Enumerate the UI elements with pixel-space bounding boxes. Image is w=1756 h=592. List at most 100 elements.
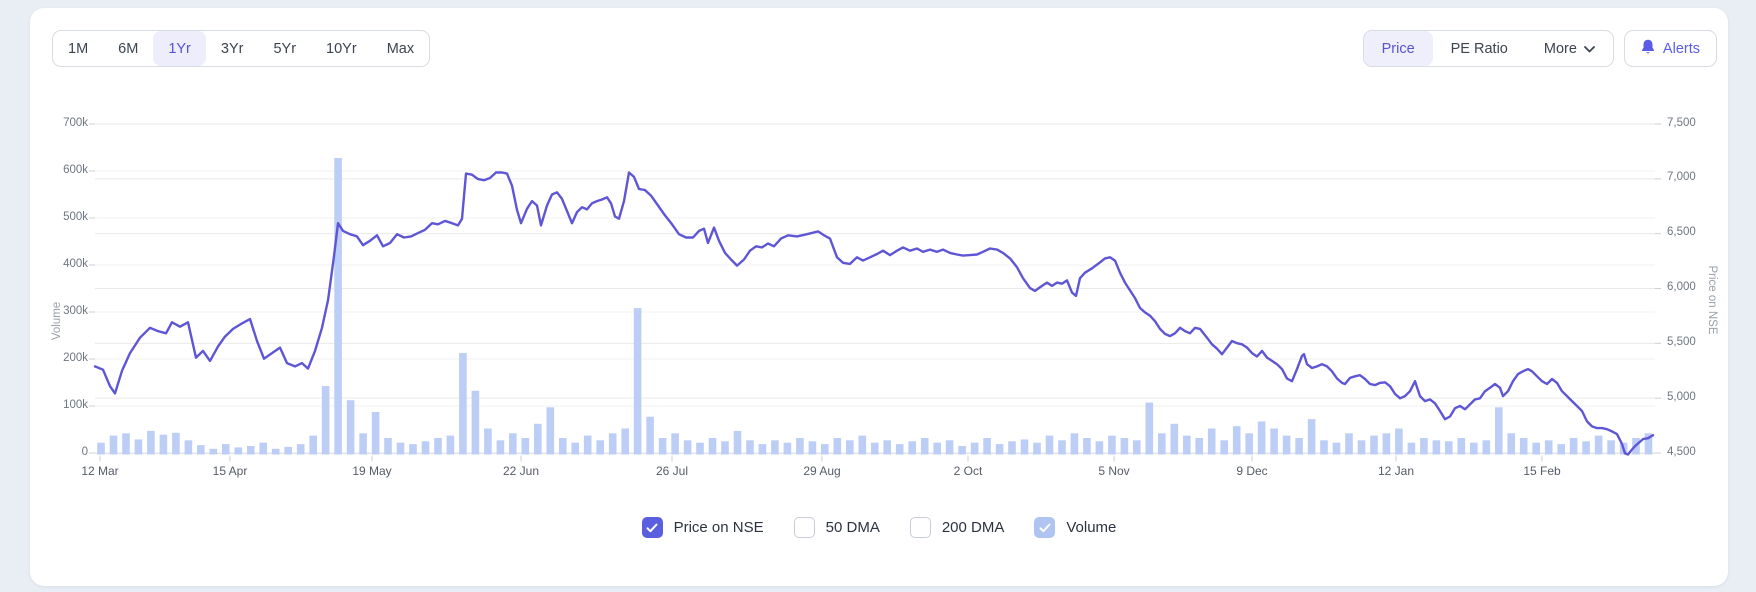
volume-bar — [696, 442, 704, 455]
volume-bar — [821, 444, 829, 455]
volume-bar — [1382, 433, 1391, 455]
x-axis-tick-label: 15 Apr — [212, 464, 248, 478]
volume-bar — [846, 440, 854, 455]
range-button-10yr[interactable]: 10Yr — [311, 31, 372, 66]
x-axis-tick-label: 26 Jul — [655, 464, 689, 478]
volume-bar — [134, 439, 143, 455]
volume-bar — [658, 438, 667, 455]
volume-bar — [1345, 433, 1353, 455]
volume-bar — [1432, 440, 1441, 455]
price-axis-title: Price on NSE — [1706, 265, 1718, 335]
volume-bar — [321, 386, 330, 455]
chart-controls: Price PE Ratio More Alerts — [1362, 30, 1717, 67]
volume-bar — [1357, 440, 1366, 455]
volume-bar — [384, 438, 392, 455]
volume-bar — [683, 440, 692, 455]
volume-bar — [446, 435, 455, 455]
alerts-label: Alerts — [1662, 40, 1700, 57]
legend-item-200-dma[interactable]: 200 DMA — [909, 517, 1004, 538]
legend-label: 50 DMA — [825, 519, 880, 536]
legend-item-volume[interactable]: Volume — [1034, 517, 1116, 538]
volume-bar — [1307, 419, 1316, 455]
volume-bar — [858, 435, 867, 455]
volume-bar — [1207, 428, 1216, 455]
tab-pe-ratio[interactable]: PE Ratio — [1433, 31, 1526, 66]
volume-bar — [571, 442, 579, 455]
volume-bar — [559, 438, 567, 455]
volume-bar — [1332, 442, 1341, 455]
legend-item-50-dma[interactable]: 50 DMA — [793, 517, 880, 538]
more-label: More — [1543, 40, 1577, 57]
volume-bar — [172, 432, 180, 455]
range-button-1m[interactable]: 1M — [53, 31, 103, 66]
volume-bar — [883, 440, 891, 455]
x-axis-tick-label: 19 May — [352, 464, 392, 478]
volume-bar — [1457, 438, 1466, 455]
volume-bar — [633, 308, 642, 455]
volume-bar — [222, 444, 230, 455]
range-button-5yr[interactable]: 5Yr — [258, 31, 311, 66]
range-button-max[interactable]: Max — [372, 31, 429, 66]
range-button-1yr[interactable]: 1Yr — [153, 31, 206, 66]
volume-bar — [346, 400, 355, 455]
volume-bar — [1370, 435, 1378, 455]
x-axis-tick-label: 15 Feb — [1523, 464, 1561, 478]
price-axis-tick-label: 5,500 — [1667, 335, 1696, 348]
volume-bar — [796, 438, 804, 455]
range-button-3yr[interactable]: 3Yr — [206, 31, 259, 66]
legend-label: Volume — [1066, 519, 1117, 536]
volume-bar — [184, 440, 193, 455]
more-dropdown[interactable]: More — [1526, 31, 1613, 66]
volume-bar — [1183, 435, 1191, 455]
volume-bar — [1058, 440, 1066, 455]
volume-bar — [284, 446, 292, 455]
volume-bar — [1095, 441, 1104, 455]
volume-bar — [1519, 438, 1528, 455]
volume-bar — [1133, 440, 1141, 455]
tab-price-label: Price — [1381, 40, 1415, 57]
range-button-6m[interactable]: 6M — [103, 31, 153, 66]
chevron-down-icon — [1584, 41, 1595, 57]
chart-card: 1M 6M 1Yr 3Yr 5Yr 10Yr Max Price PE Ratio More… — [30, 8, 1728, 586]
volume-bar — [871, 442, 879, 455]
volume-bar — [1569, 438, 1578, 455]
volume-axis-title: Volume — [51, 301, 63, 341]
volume-bar — [234, 447, 243, 455]
volume-bar — [1120, 438, 1129, 455]
x-axis-tick-label: 2 Oct — [953, 464, 983, 478]
volume-bar — [534, 423, 542, 455]
tab-price[interactable]: Price — [1363, 31, 1433, 66]
x-axis-tick-label: 29 Aug — [803, 464, 841, 478]
volume-bar — [1594, 435, 1603, 455]
alerts-button[interactable]: Alerts — [1623, 30, 1717, 67]
volume-bar — [808, 441, 817, 455]
volume-bar — [958, 446, 966, 455]
volume-bar — [1282, 435, 1291, 455]
legend-item-price-on-nse[interactable]: Price on NSE — [641, 517, 764, 538]
volume-bar — [1070, 433, 1079, 455]
view-selector: Price PE Ratio More — [1362, 30, 1614, 67]
checked-checkbox[interactable] — [1034, 517, 1056, 538]
volume-bar — [771, 440, 779, 455]
volume-bar — [421, 441, 430, 455]
tab-pe-ratio-label: PE Ratio — [1450, 40, 1508, 57]
volume-bar — [1420, 438, 1428, 455]
x-axis-tick-label: 22 Jun — [502, 464, 540, 478]
volume-bar — [259, 442, 267, 455]
unchecked-checkbox[interactable] — [909, 517, 931, 538]
volume-bar — [1482, 440, 1491, 455]
volume-bar — [1020, 439, 1029, 455]
volume-axis-tick-label: 400k — [63, 257, 88, 270]
volume-axis-tick-label: 300k — [63, 304, 88, 317]
volume-bar — [197, 445, 205, 455]
volume-bar — [1145, 402, 1154, 455]
x-axis-tick-label: 9 Dec — [1236, 464, 1268, 478]
price-axis-tick-label: 4,500 — [1667, 445, 1696, 458]
price-axis-tick-label: 6,000 — [1667, 281, 1696, 293]
volume-bar — [1270, 428, 1278, 455]
volume-bar — [833, 438, 842, 455]
checked-checkbox[interactable] — [641, 517, 663, 538]
volume-bar — [746, 440, 754, 455]
unchecked-checkbox[interactable] — [793, 517, 815, 538]
